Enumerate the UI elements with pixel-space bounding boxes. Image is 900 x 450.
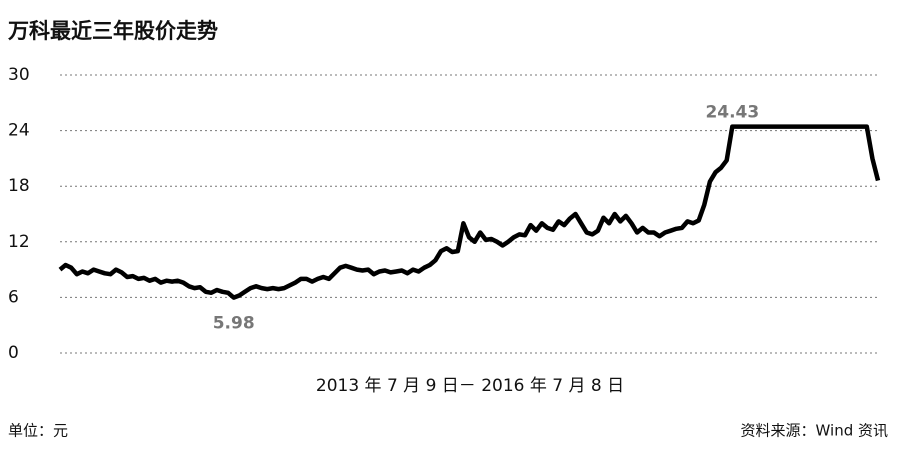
data-label: 5.98 [213,314,255,334]
price-line [58,124,881,300]
unit-note: 单位：元 [8,422,68,440]
y-tick-label: 12 [8,232,30,252]
y-tick-label: 0 [8,343,19,363]
y-tick-label: 30 [8,65,30,85]
x-axis-label: 2013 年 7 月 9 日－ 2016 年 7 月 8 日 [316,376,624,396]
source-note: 资料来源：Wind 资讯 [741,422,888,440]
chart-title: 万科最近三年股价走势 [7,19,218,43]
y-tick-label: 6 [8,287,19,307]
y-tick-label: 18 [8,176,30,196]
y-tick-label: 24 [8,121,30,141]
data-label: 24.43 [705,103,759,123]
